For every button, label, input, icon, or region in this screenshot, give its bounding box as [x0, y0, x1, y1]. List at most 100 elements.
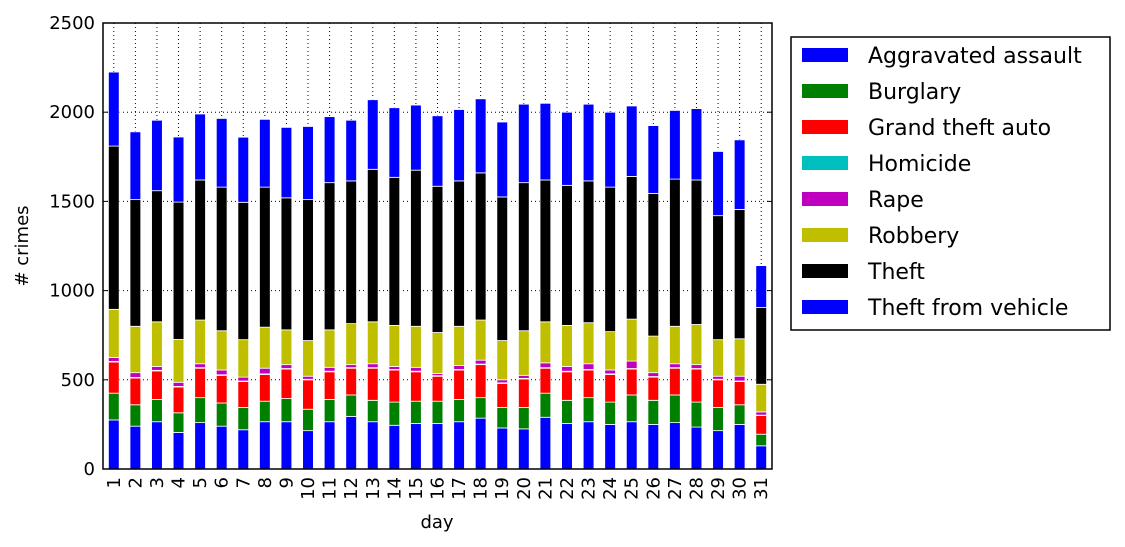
bar-segment	[259, 400, 271, 423]
bar-segment	[280, 368, 293, 399]
x-tick-label: 8	[255, 477, 276, 488]
bar-segment	[625, 368, 638, 396]
bar-segment	[388, 401, 401, 426]
bar-segment	[647, 423, 660, 470]
x-tick-label: 2	[125, 477, 146, 488]
bar-segment	[280, 421, 293, 470]
bar-segment	[107, 357, 120, 362]
bar-segment	[690, 364, 703, 369]
bar-segment	[410, 104, 422, 171]
x-tick-label: 3	[147, 477, 168, 488]
bar-segment	[669, 325, 681, 365]
x-tick-label: 24	[600, 477, 621, 500]
plot-frame	[102, 22, 773, 470]
bar-segment	[323, 182, 336, 331]
bar-segment	[582, 322, 595, 365]
bar-segment	[604, 401, 616, 425]
x-tick-label: 27	[665, 477, 686, 500]
bar-segment	[474, 172, 487, 321]
bar-segment	[107, 361, 120, 394]
bar-segment	[690, 108, 703, 181]
bar-segment	[496, 382, 509, 408]
bar-segment	[388, 424, 401, 470]
bar-segment	[345, 364, 357, 369]
bar-segment	[518, 330, 530, 376]
bar-segment	[561, 324, 573, 367]
bar-segment	[345, 323, 357, 366]
bar-segment	[366, 363, 379, 369]
bar-segment	[453, 421, 465, 470]
legend-swatch	[802, 156, 848, 170]
bar-segment	[194, 397, 206, 424]
x-axis-label: day	[420, 512, 453, 533]
bar-segment	[151, 119, 163, 192]
bar-segment	[431, 185, 444, 333]
bar-segment	[366, 399, 379, 423]
bar-segment	[453, 365, 465, 370]
bar-segment	[129, 325, 142, 374]
bar-segment	[151, 399, 163, 423]
x-tick-label: 28	[686, 477, 707, 500]
legend-label: Robbery	[868, 224, 959, 249]
bar-segment	[388, 324, 401, 367]
bar-segment	[366, 321, 379, 365]
bar-segment	[539, 179, 552, 323]
bar-segment	[582, 397, 595, 423]
bar-segment	[518, 428, 530, 470]
bar-segment	[237, 407, 250, 431]
legend-swatch	[802, 300, 848, 314]
bar-segment	[431, 115, 444, 187]
bar-segment	[172, 432, 185, 470]
bar-segment	[280, 364, 293, 369]
legend-swatch	[802, 84, 848, 98]
bar-segment	[366, 367, 379, 401]
bar-segment	[733, 423, 746, 470]
bar-segment	[107, 392, 120, 421]
bar-segment	[669, 422, 681, 470]
bar-segment	[345, 415, 357, 470]
bar-segment	[259, 326, 271, 369]
bar-segment	[518, 182, 530, 332]
bar-segment	[669, 363, 681, 369]
bar-segment	[604, 369, 616, 375]
x-tick-label: 18	[471, 477, 492, 500]
bar-segment	[733, 209, 746, 340]
bar-segment	[625, 421, 638, 470]
y-tick-label: 2000	[49, 102, 95, 123]
bar-segment	[345, 367, 357, 396]
bar-segment	[302, 199, 314, 341]
bar-segment	[647, 125, 660, 194]
bar-segment	[151, 190, 163, 323]
bar-segment	[129, 372, 142, 378]
bar-segment	[690, 179, 703, 325]
bar-segment	[302, 408, 314, 432]
bar-segment	[259, 374, 271, 402]
bar-segment	[172, 386, 185, 414]
bar-segment	[215, 369, 228, 376]
x-tick-label: 19	[492, 477, 513, 500]
x-tick-label: 25	[622, 477, 643, 500]
x-tick-label: 31	[751, 477, 772, 500]
bar-segment	[518, 378, 530, 408]
x-tick-label: 9	[276, 477, 297, 488]
bar-segment	[625, 360, 638, 369]
bar-segment	[539, 362, 552, 369]
bar-segment	[518, 103, 530, 184]
bar-segment	[733, 338, 746, 377]
bar-segment	[474, 364, 487, 399]
bar-segment	[388, 369, 401, 403]
bar-segment	[669, 394, 681, 424]
legend-swatch	[802, 228, 848, 242]
bar-segment	[237, 381, 250, 408]
bar-segment	[323, 329, 336, 368]
legend-swatch	[802, 192, 848, 206]
bar-segment	[712, 379, 724, 408]
bar-segment	[582, 363, 595, 370]
bar-segment	[259, 367, 271, 375]
bar-segment	[453, 369, 465, 400]
x-tick-label: 16	[428, 477, 449, 500]
y-tick-label: 1000	[49, 281, 95, 302]
bar-segment	[215, 374, 228, 404]
bar-segment	[366, 168, 379, 323]
x-tick-label: 26	[643, 477, 664, 500]
